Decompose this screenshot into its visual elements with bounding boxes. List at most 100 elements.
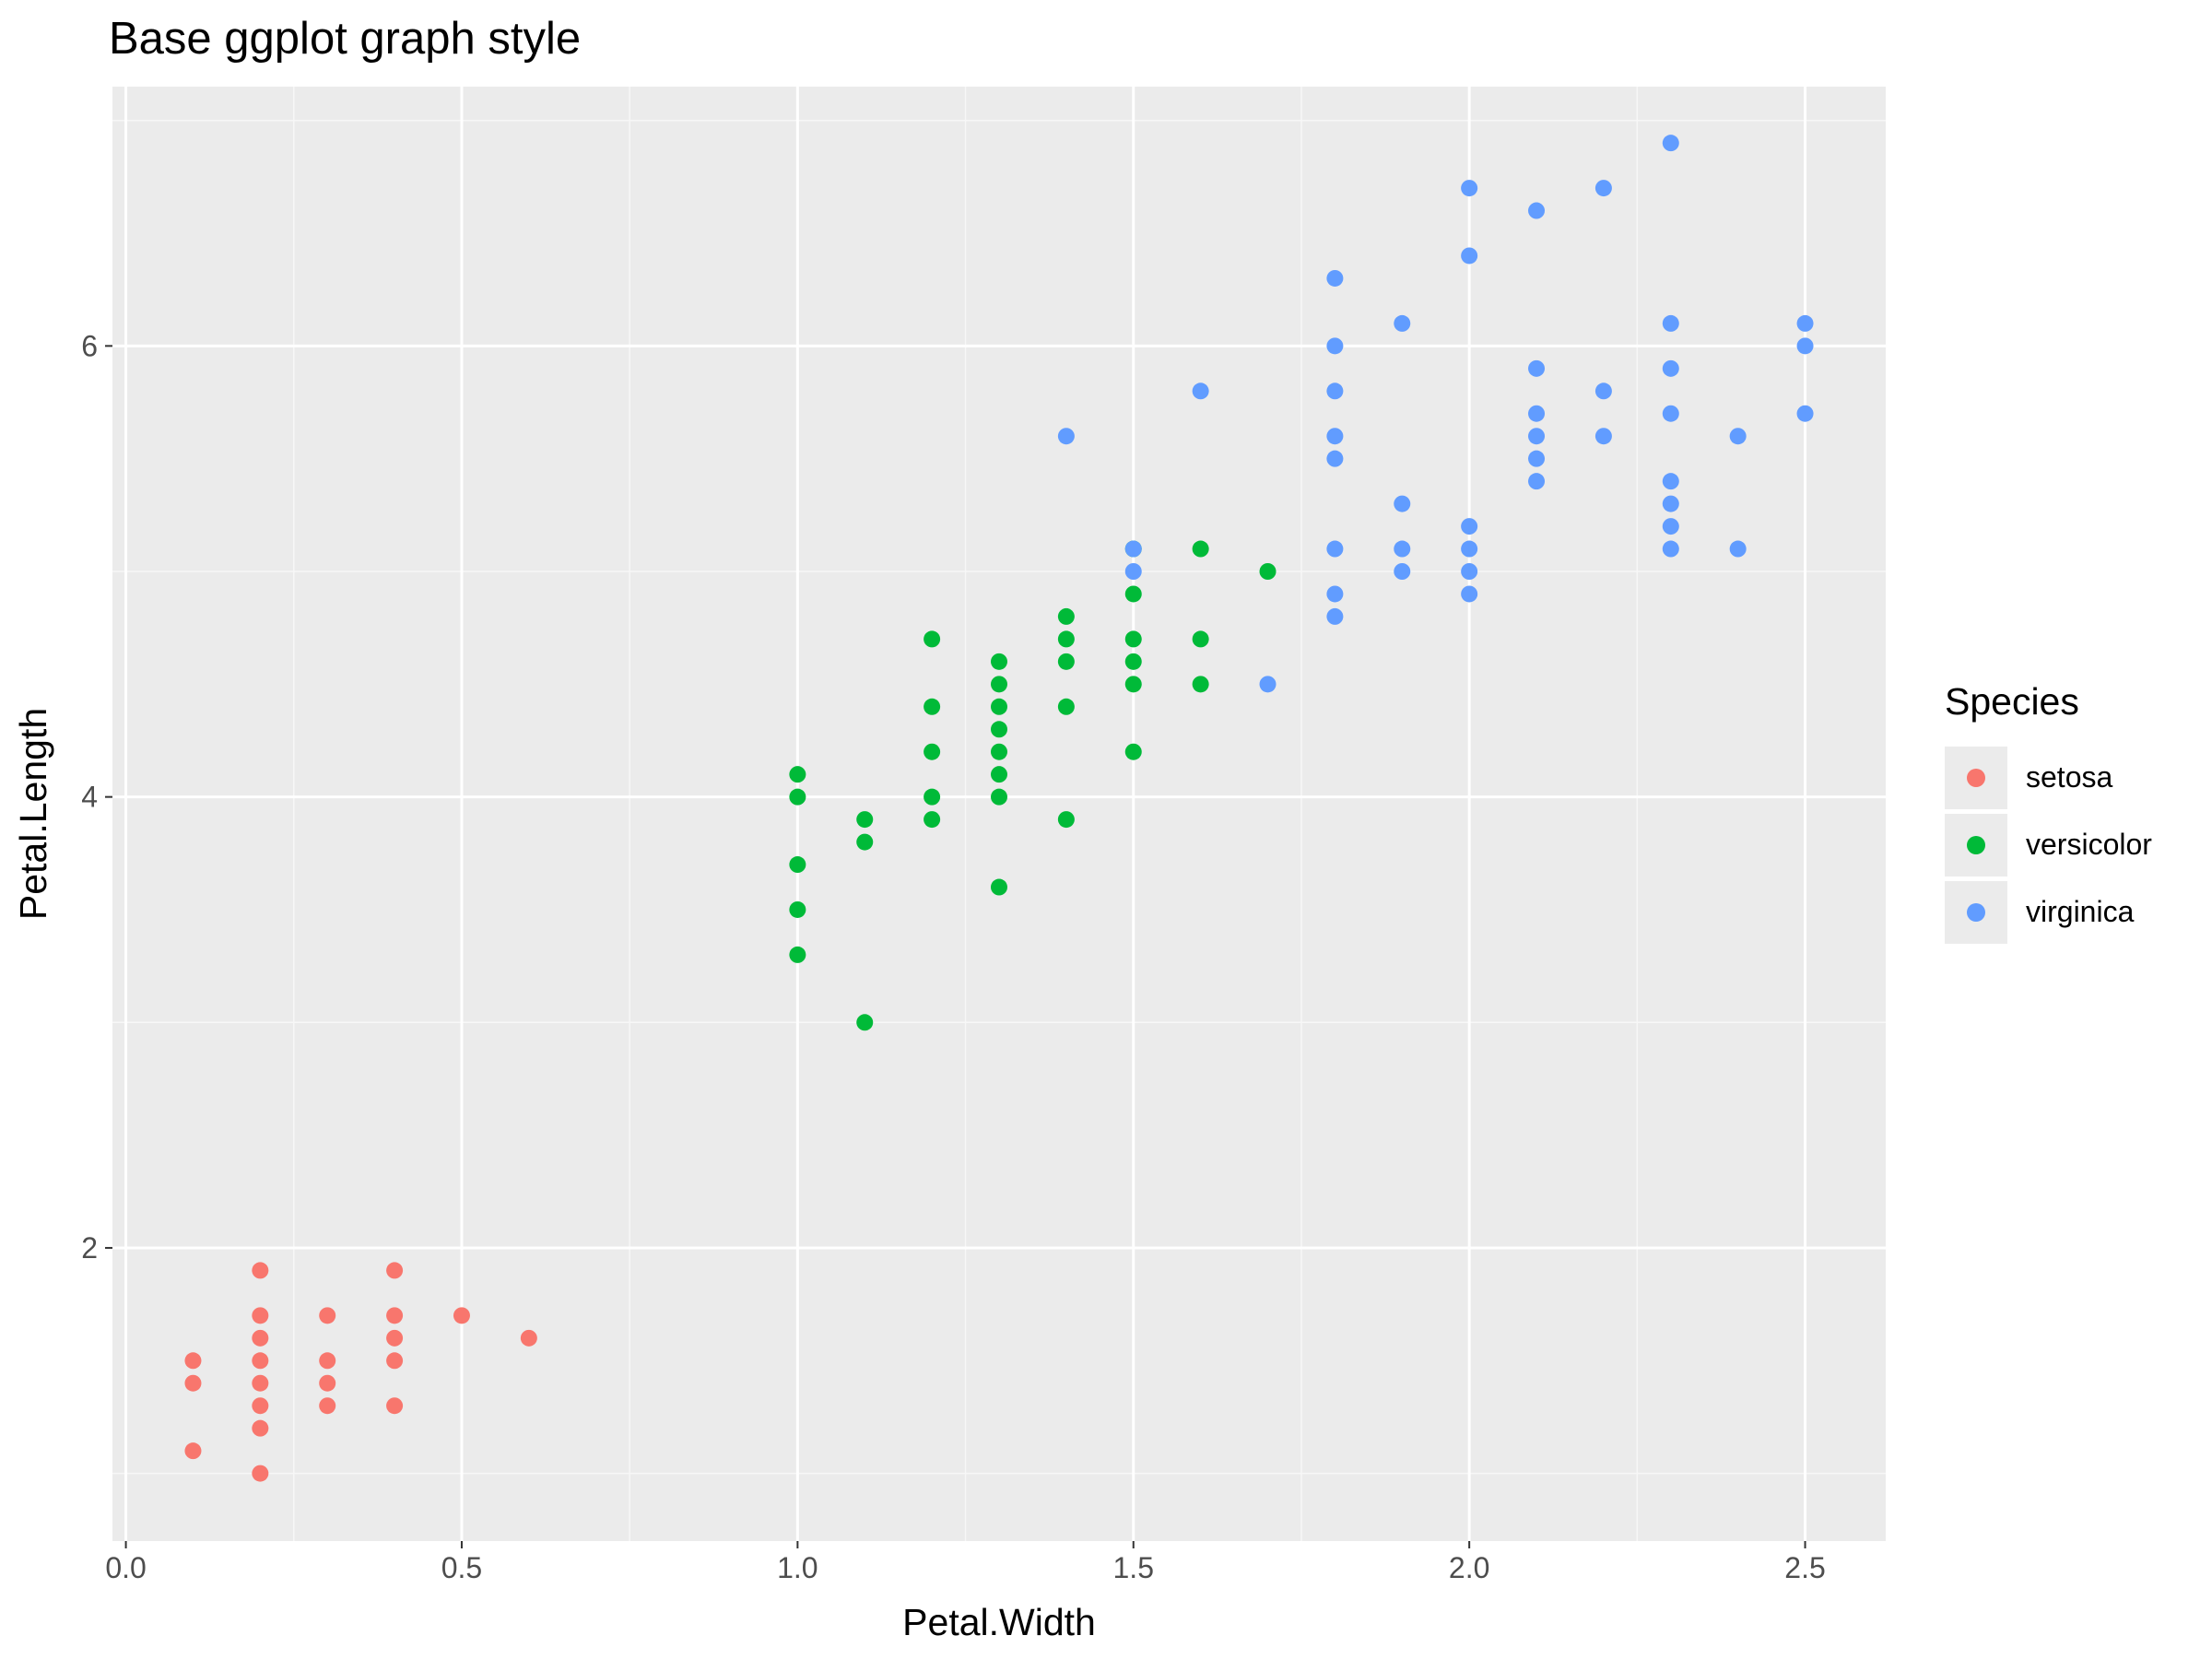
setosa-point xyxy=(520,1329,537,1347)
versicolor-point xyxy=(1124,676,1142,693)
legend-item-versicolor: versicolor xyxy=(1945,811,2152,878)
versicolor-point xyxy=(991,743,1007,760)
virginica-point xyxy=(1461,247,1478,265)
setosa-point xyxy=(252,1329,269,1347)
virginica-point xyxy=(1326,428,1344,445)
legend-label: versicolor xyxy=(2026,828,2152,861)
setosa-point xyxy=(252,1352,269,1370)
virginica-point xyxy=(1528,428,1546,445)
setosa-point xyxy=(386,1352,404,1370)
legend-title: Species xyxy=(1945,680,2079,723)
versicolor-point xyxy=(924,698,941,715)
versicolor-point xyxy=(991,878,1007,896)
virginica-point xyxy=(1729,428,1747,445)
legend-item-virginica: virginica xyxy=(1945,878,2152,946)
x-tick-label: 2.0 xyxy=(1449,1551,1489,1584)
versicolor-point xyxy=(1124,653,1142,670)
virginica-point xyxy=(1394,495,1411,512)
x-axis-title: Petal.Width xyxy=(902,1601,1096,1643)
virginica-point xyxy=(1594,428,1612,445)
legend-dot xyxy=(1967,902,1985,922)
versicolor-point xyxy=(856,833,874,851)
virginica-point xyxy=(1326,585,1344,603)
virginica-point xyxy=(1326,382,1344,400)
setosa-point xyxy=(386,1397,404,1415)
minor-gridlines xyxy=(112,87,1886,1541)
versicolor-point xyxy=(991,788,1007,806)
virginica-point xyxy=(1662,135,1679,152)
versicolor-point xyxy=(789,766,806,783)
virginica-point xyxy=(1796,337,1814,355)
versicolor-point xyxy=(1124,743,1142,760)
virginica-point xyxy=(1662,473,1679,490)
chart-title: Base ggplot graph style xyxy=(109,14,582,64)
virginica-point xyxy=(1192,382,1209,400)
setosa-point xyxy=(184,1374,202,1392)
virginica-point xyxy=(1259,676,1277,693)
virginica-point xyxy=(1326,607,1344,625)
versicolor-point xyxy=(1057,811,1075,829)
x-axis: 0.0 0.5 1.0 1.5 2.0 2.5 xyxy=(105,1541,1826,1584)
versicolor-point xyxy=(924,811,941,829)
virginica-point xyxy=(1662,540,1679,558)
virginica-point xyxy=(1662,495,1679,512)
versicolor-point xyxy=(924,743,941,760)
virginica-point xyxy=(1057,428,1075,445)
versicolor-point xyxy=(1057,607,1075,625)
setosa-point xyxy=(184,1442,202,1460)
virginica-point xyxy=(1461,540,1478,558)
setosa-point xyxy=(252,1374,269,1392)
virginica-point xyxy=(1326,540,1344,558)
versicolor-point xyxy=(1057,653,1075,670)
versicolor-point xyxy=(789,946,806,963)
virginica-point xyxy=(1729,540,1747,558)
virginica-point xyxy=(1528,405,1546,422)
legend-key xyxy=(1945,746,2007,809)
major-gridlines xyxy=(112,87,1886,1541)
virginica-point xyxy=(1124,563,1142,580)
setosa-point xyxy=(386,1262,404,1279)
virginica-point xyxy=(1326,337,1344,355)
virginica-point xyxy=(1662,518,1679,535)
versicolor-point xyxy=(1192,676,1209,693)
legend-key xyxy=(1945,880,2007,944)
versicolor-point xyxy=(1192,630,1209,648)
virginica-point xyxy=(1594,180,1612,197)
setosa-point xyxy=(386,1307,404,1324)
legend: Species setosa versicolor virginica xyxy=(1945,680,2152,946)
setosa-point xyxy=(319,1374,336,1392)
setosa-point xyxy=(252,1397,269,1415)
virginica-point xyxy=(1124,540,1142,558)
x-tick-label: 0.5 xyxy=(441,1551,482,1584)
versicolor-point xyxy=(1057,698,1075,715)
x-tick-label: 1.0 xyxy=(777,1551,818,1584)
virginica-point xyxy=(1528,359,1546,377)
versicolor-point xyxy=(924,630,941,648)
virginica-point xyxy=(1326,269,1344,287)
versicolor-point xyxy=(991,653,1007,670)
versicolor-point xyxy=(1259,563,1277,580)
versicolor-point xyxy=(856,811,874,829)
virginica-point xyxy=(1662,405,1679,422)
setosa-point xyxy=(252,1465,269,1482)
virginica-point xyxy=(1461,563,1478,580)
virginica-point xyxy=(1528,202,1546,219)
y-tick-label: 2 xyxy=(81,1231,98,1265)
versicolor-point xyxy=(1057,630,1075,648)
virginica-point xyxy=(1796,314,1814,332)
virginica-point xyxy=(1528,473,1546,490)
legend-dot xyxy=(1967,835,1985,854)
x-tick-label: 0.0 xyxy=(105,1551,146,1584)
setosa-point xyxy=(319,1307,336,1324)
setosa-point xyxy=(184,1352,202,1370)
y-axis-title: Petal.Length xyxy=(12,708,54,920)
virginica-point xyxy=(1461,585,1478,603)
y-tick-label: 4 xyxy=(81,781,98,814)
versicolor-point xyxy=(991,698,1007,715)
y-tick-label: 6 xyxy=(81,329,98,362)
legend-label: virginica xyxy=(2026,895,2135,928)
versicolor-point xyxy=(924,788,941,806)
virginica-point xyxy=(1594,382,1612,400)
legend-item-setosa: setosa xyxy=(1945,744,2152,811)
